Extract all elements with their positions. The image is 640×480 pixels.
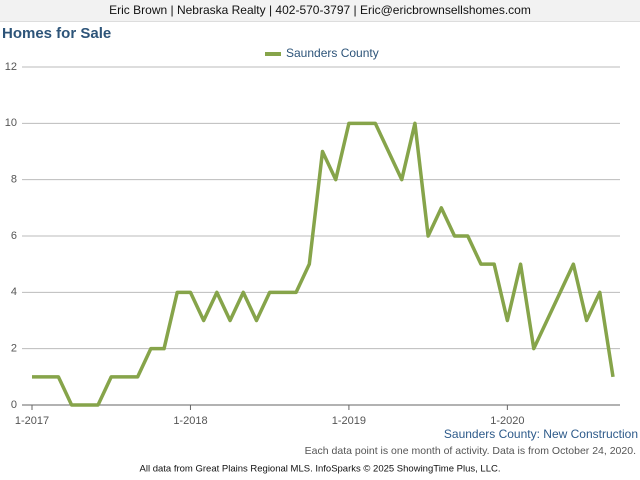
y-tick-label: 10 <box>5 117 17 129</box>
x-tick-label: 1-2019 <box>332 415 366 427</box>
legend-label: Saunders County <box>286 46 379 60</box>
data-line <box>32 121 615 407</box>
x-tick-label: 1-2020 <box>490 415 524 427</box>
chart-title: Homes for Sale <box>2 25 112 42</box>
y-tick-label: 4 <box>11 286 17 298</box>
header-bar: Eric Brown | Nebraska Realty | 402-570-3… <box>0 0 640 22</box>
chart-source: All data from Great Plains Regional MLS.… <box>140 464 501 475</box>
chart-note: Each data point is one month of activity… <box>305 445 636 457</box>
x-tick-label: 1-2017 <box>15 415 49 427</box>
y-tick-label: 8 <box>11 174 17 186</box>
y-tick-label: 2 <box>11 343 17 355</box>
y-tick-label: 12 <box>5 61 17 73</box>
chart-subtitle: Saunders County: New Construction <box>444 427 638 441</box>
y-tick-label: 6 <box>11 230 17 242</box>
x-tick-label: 1-2018 <box>173 415 207 427</box>
y-tick-label: 0 <box>11 399 17 411</box>
